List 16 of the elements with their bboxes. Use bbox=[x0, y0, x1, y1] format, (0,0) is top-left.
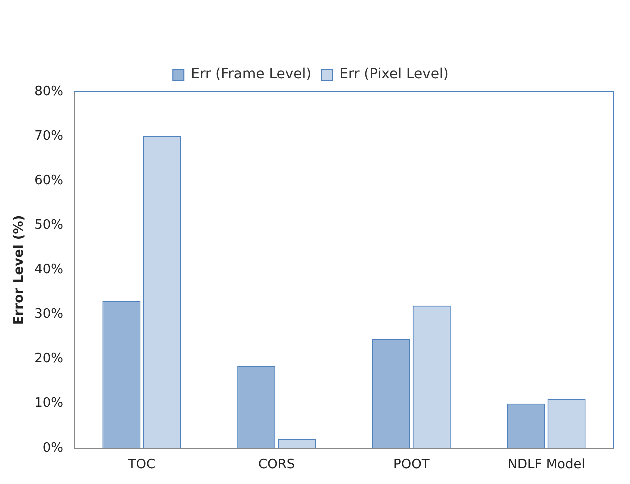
y-tick-label: 30% bbox=[34, 307, 64, 322]
y-axis-title: Error Level (%) bbox=[12, 215, 28, 326]
y-tick-label: 0% bbox=[42, 440, 64, 456]
legend-label: Err (Frame Level) bbox=[191, 66, 312, 83]
x-tick-label: CORS bbox=[258, 458, 296, 473]
y-tick-label: 50% bbox=[34, 218, 64, 234]
y-tick-label: 20% bbox=[34, 352, 64, 367]
x-tick-label: NDLF Model bbox=[508, 458, 586, 473]
y-tick-label: 60% bbox=[34, 173, 64, 188]
y-tick-label: 10% bbox=[34, 396, 64, 412]
y-tick-label: 70% bbox=[34, 128, 64, 144]
x-tick-label: TOC bbox=[127, 458, 156, 473]
legend-label: Err (Pixel Level) bbox=[340, 66, 449, 83]
y-tick-label: 80% bbox=[34, 84, 64, 100]
y-tick-label: 40% bbox=[34, 262, 64, 278]
x-tick-label: POOT bbox=[394, 458, 430, 473]
